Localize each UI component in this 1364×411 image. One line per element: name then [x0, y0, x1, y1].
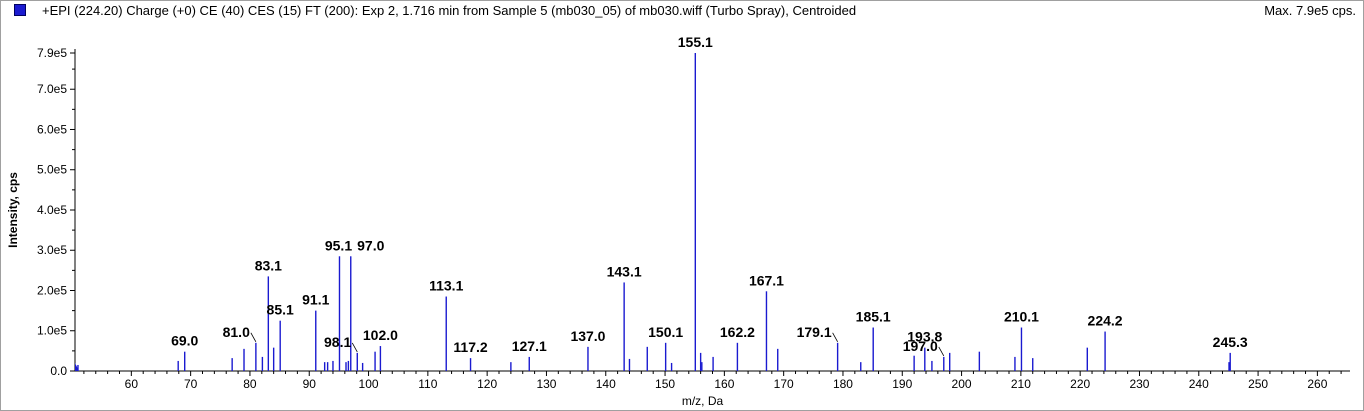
- x-tick-label: 180: [833, 377, 853, 391]
- peak-label: 162.2: [720, 324, 755, 340]
- x-tick-label: 190: [892, 377, 912, 391]
- peak-label: 179.1: [797, 324, 832, 340]
- peak-label: 113.1: [429, 278, 463, 294]
- x-tick-label: 80: [243, 377, 257, 391]
- y-tick-label: 7.0e5: [37, 82, 67, 96]
- peak-bars: [75, 53, 1231, 371]
- peak-label: 117.2: [453, 339, 487, 355]
- peak-label-leader: [832, 332, 838, 343]
- x-tick-label: 250: [1248, 377, 1268, 391]
- peak-label: 91.1: [302, 292, 329, 308]
- peak-label: 137.0: [570, 328, 605, 344]
- spectrum-title: +EPI (224.20) Charge (+0) CE (40) CES (1…: [42, 3, 857, 18]
- peak-label: 127.1: [512, 338, 547, 354]
- y-tick-label: 1.0e5: [37, 324, 67, 338]
- peak-label: 83.1: [255, 257, 282, 273]
- peak-label: 69.0: [171, 333, 198, 349]
- x-tick-label: 140: [596, 377, 616, 391]
- peak-label: 102.0: [363, 327, 398, 343]
- x-tick-label: 130: [536, 377, 556, 391]
- peak-label: 97.0: [357, 237, 384, 253]
- x-tick-label: 200: [952, 377, 972, 391]
- y-axis-title: Intensity, cps: [6, 172, 20, 248]
- peak-label: 193.8: [907, 329, 942, 345]
- y-tick-label: 6.0e5: [37, 122, 67, 136]
- x-tick-label: 260: [1307, 377, 1327, 391]
- origin-marker: [75, 363, 79, 371]
- x-tick-label: 170: [774, 377, 794, 391]
- x-tick-label: 220: [1070, 377, 1090, 391]
- peak-label: 81.0: [223, 324, 250, 340]
- peak-label: 224.2: [1088, 313, 1123, 329]
- y-tick-label: 7.9e5: [37, 46, 67, 60]
- y-tick-label: 4.0e5: [37, 203, 67, 217]
- x-tick-label: 230: [1129, 377, 1149, 391]
- peak-label: 245.3: [1213, 334, 1248, 350]
- x-axis-title: m/z, Da: [682, 394, 724, 408]
- peak-labels: 69.0 81.0 83.1 85.1 91.1 95.1 97.0 98.1 102.0 113…: [171, 34, 1248, 357]
- peak-label: 85.1: [267, 302, 294, 318]
- peak-label-leader: [938, 346, 945, 357]
- peak-label-leader: [250, 332, 257, 343]
- x-tick-label: 60: [125, 377, 139, 391]
- x-tick-label: 90: [303, 377, 317, 391]
- peak-label: 197.0: [903, 338, 938, 354]
- peak-label: 95.1: [325, 237, 352, 253]
- x-axis: 60 70 80 90 100 110 120 130 140 150 160 170 180 190 20…: [75, 370, 1350, 391]
- x-tick-label: 70: [184, 377, 198, 391]
- peak-label: 98.1: [324, 334, 351, 350]
- series-legend-swatch: [14, 4, 26, 16]
- peak-label: 185.1: [856, 309, 891, 325]
- y-tick-label: 0.0: [50, 364, 67, 378]
- y-tick-label: 2.0e5: [37, 283, 67, 297]
- x-tick-label: 100: [359, 377, 379, 391]
- x-tick-label: 120: [477, 377, 497, 391]
- x-tick-label: 110: [418, 377, 437, 391]
- peak-label: 210.1: [1004, 309, 1039, 325]
- max-intensity-label: Max. 7.9e5 cps.: [1264, 3, 1356, 18]
- peak-label: 167.1: [749, 272, 784, 288]
- peak-label-leader: [351, 342, 358, 353]
- peak-label: 150.1: [648, 324, 683, 340]
- peak-label: 155.1: [678, 34, 713, 50]
- y-axis: 0.0 1.0e5 2.0e5 3.0e5 4.0e5 5.0e5 6.0e5 7.0e5 7.…: [37, 46, 76, 378]
- x-tick-label: 150: [655, 377, 675, 391]
- peak-label: 143.1: [607, 263, 642, 279]
- y-tick-label: 5.0e5: [37, 163, 67, 177]
- x-tick-label: 210: [1011, 377, 1031, 391]
- y-tick-label: 3.0e5: [37, 243, 67, 257]
- x-tick-label: 160: [714, 377, 734, 391]
- x-tick-label: 240: [1189, 377, 1209, 391]
